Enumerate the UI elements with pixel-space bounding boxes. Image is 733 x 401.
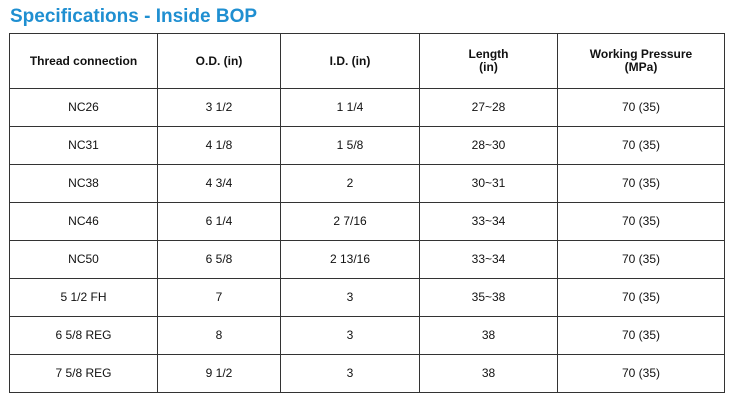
header-inner-diameter: I.D. (in) bbox=[280, 33, 420, 89]
header-working-pressure: Working Pressure (MPa) bbox=[557, 33, 725, 89]
header-pressure-unit: (MPa) bbox=[624, 60, 658, 74]
cell-pressure: 70 (35) bbox=[557, 354, 725, 393]
table-row: 6 5/8 REG 8 3 38 70 (35) bbox=[9, 316, 725, 355]
cell-thread: NC38 bbox=[9, 164, 158, 203]
cell-od: 6 1/4 bbox=[157, 202, 281, 241]
cell-od: 4 1/8 bbox=[157, 126, 281, 165]
cell-length: 27~28 bbox=[419, 88, 558, 127]
header-pressure-label: Working Pressure bbox=[589, 47, 693, 61]
cell-od: 9 1/2 bbox=[157, 354, 281, 393]
cell-length: 30~31 bbox=[419, 164, 558, 203]
cell-id: 2 13/16 bbox=[280, 240, 420, 279]
table-row: NC31 4 1/8 1 5/8 28~30 70 (35) bbox=[9, 126, 725, 165]
header-length-label: Length bbox=[468, 47, 509, 61]
table-row: NC50 6 5/8 2 13/16 33~34 70 (35) bbox=[9, 240, 725, 279]
cell-od: 4 3/4 bbox=[157, 164, 281, 203]
header-outer-diameter: O.D. (in) bbox=[157, 33, 281, 89]
table-row: NC38 4 3/4 2 30~31 70 (35) bbox=[9, 164, 725, 203]
cell-thread: 7 5/8 REG bbox=[9, 354, 158, 393]
cell-id: 1 1/4 bbox=[280, 88, 420, 127]
table-row: 5 1/2 FH 7 3 35~38 70 (35) bbox=[9, 278, 725, 317]
cell-length: 38 bbox=[419, 354, 558, 393]
specifications-table: Thread connection O.D. (in) I.D. (in) Le… bbox=[9, 33, 725, 393]
cell-pressure: 70 (35) bbox=[557, 202, 725, 241]
table-row: NC26 3 1/2 1 1/4 27~28 70 (35) bbox=[9, 88, 725, 127]
cell-thread: 6 5/8 REG bbox=[9, 316, 158, 355]
cell-thread: NC31 bbox=[9, 126, 158, 165]
cell-length: 28~30 bbox=[419, 126, 558, 165]
cell-pressure: 70 (35) bbox=[557, 88, 725, 127]
cell-thread: 5 1/2 FH bbox=[9, 278, 158, 317]
cell-id: 2 bbox=[280, 164, 420, 203]
cell-length: 38 bbox=[419, 316, 558, 355]
header-thread-connection: Thread connection bbox=[9, 33, 158, 89]
cell-id: 1 5/8 bbox=[280, 126, 420, 165]
cell-id: 2 7/16 bbox=[280, 202, 420, 241]
cell-pressure: 70 (35) bbox=[557, 126, 725, 165]
header-id-label: I.D. (in) bbox=[329, 53, 371, 68]
cell-od: 6 5/8 bbox=[157, 240, 281, 279]
table-row: NC46 6 1/4 2 7/16 33~34 70 (35) bbox=[9, 202, 725, 241]
cell-thread: NC26 bbox=[9, 88, 158, 127]
cell-pressure: 70 (35) bbox=[557, 164, 725, 203]
cell-id: 3 bbox=[280, 316, 420, 355]
cell-length: 33~34 bbox=[419, 240, 558, 279]
header-length-unit: (in) bbox=[479, 60, 498, 74]
cell-pressure: 70 (35) bbox=[557, 240, 725, 279]
cell-od: 7 bbox=[157, 278, 281, 317]
cell-pressure: 70 (35) bbox=[557, 278, 725, 317]
cell-od: 3 1/2 bbox=[157, 88, 281, 127]
cell-length: 35~38 bbox=[419, 278, 558, 317]
cell-thread: NC46 bbox=[9, 202, 158, 241]
cell-length: 33~34 bbox=[419, 202, 558, 241]
table-row: 7 5/8 REG 9 1/2 3 38 70 (35) bbox=[9, 354, 725, 393]
cell-od: 8 bbox=[157, 316, 281, 355]
cell-thread: NC50 bbox=[9, 240, 158, 279]
cell-pressure: 70 (35) bbox=[557, 316, 725, 355]
table-header-row: Thread connection O.D. (in) I.D. (in) Le… bbox=[9, 33, 725, 89]
header-od-label: O.D. (in) bbox=[195, 53, 243, 68]
cell-id: 3 bbox=[280, 278, 420, 317]
header-length: Length (in) bbox=[419, 33, 558, 89]
header-thread-label: Thread connection bbox=[29, 53, 138, 68]
page-title: Specifications - Inside BOP bbox=[10, 6, 258, 27]
cell-id: 3 bbox=[280, 354, 420, 393]
